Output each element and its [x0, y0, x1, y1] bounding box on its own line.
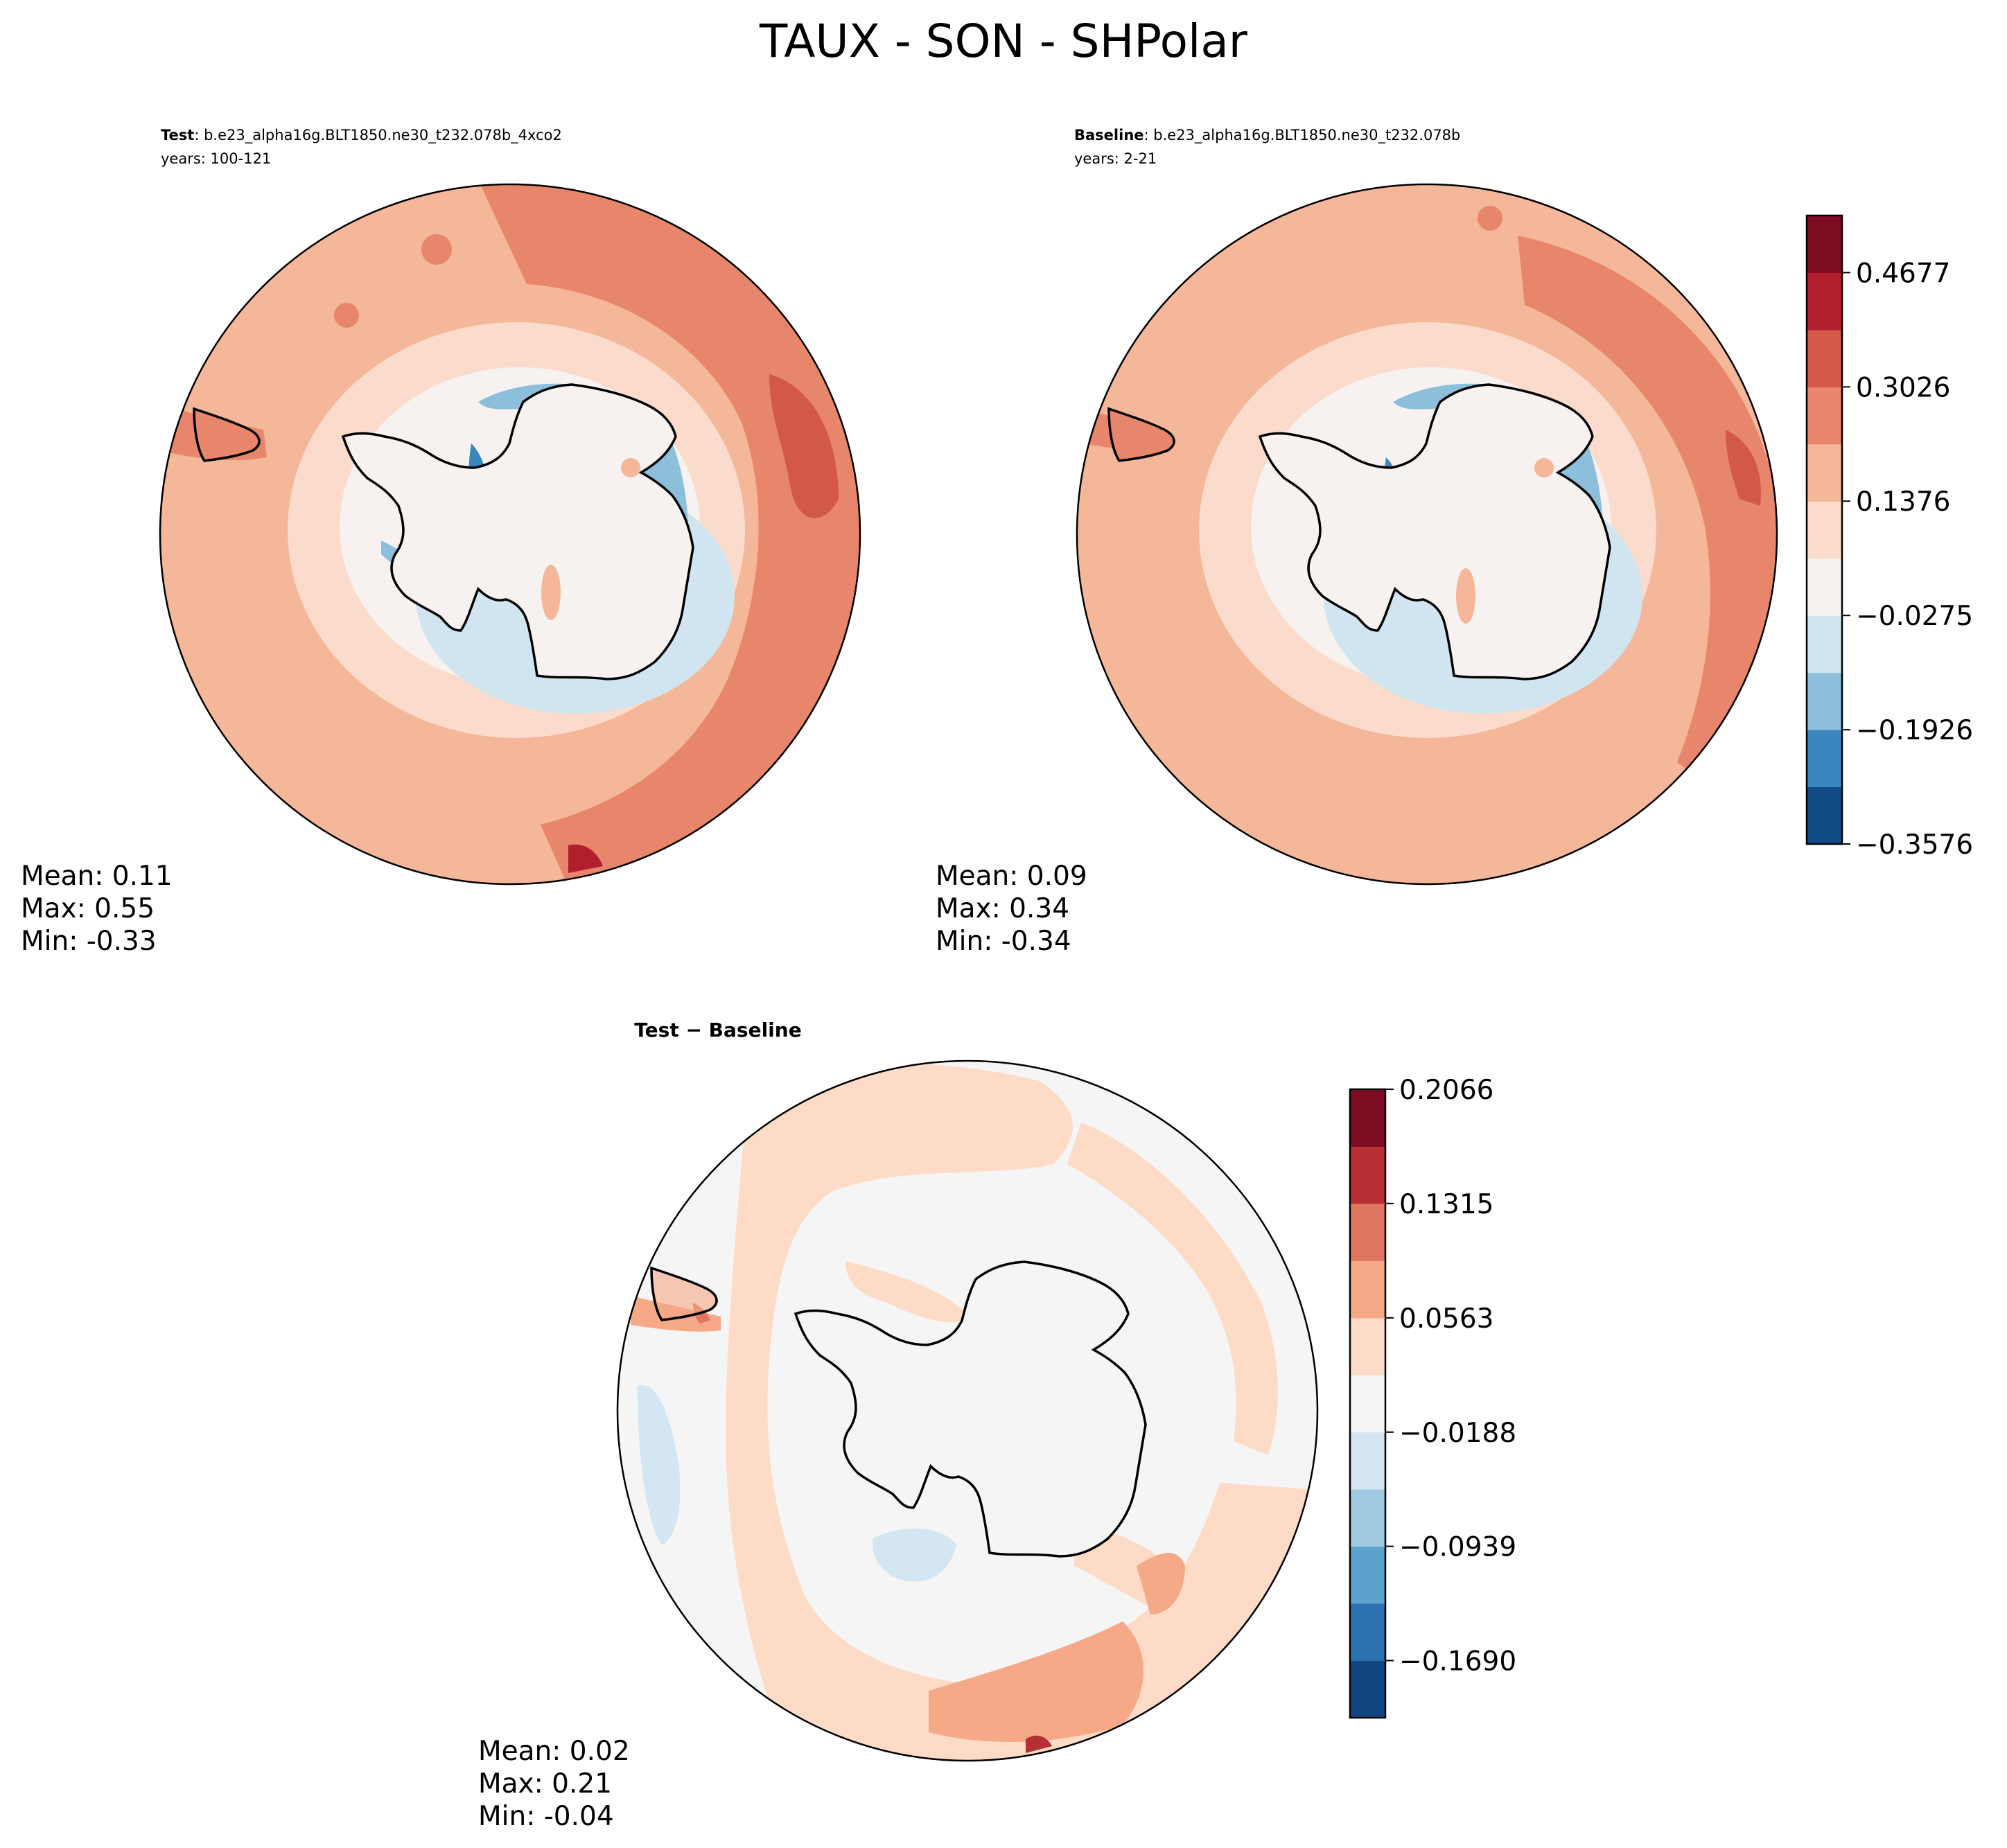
- colorbar-difference-tick-label: −0.1690: [1399, 1646, 1516, 1677]
- test-min: Min: -0.33: [21, 926, 157, 957]
- difference-map-boundary: [616, 1059, 1319, 1762]
- colorbar-main-frame: [1805, 214, 1843, 845]
- test-max: Max: 0.55: [21, 893, 155, 924]
- colorbar-difference-color-segment: [1350, 1317, 1385, 1375]
- baseline-map-boundary: [1076, 183, 1778, 886]
- colorbar-difference-color-segment: [1350, 1146, 1385, 1204]
- colorbar-difference-color-segment: [1350, 1089, 1385, 1147]
- colorbar-main-color-segment: [1807, 329, 1842, 387]
- panel-baseline: Baseline: b.e23_alpha16g.BLT1850.ne30_t2…: [936, 127, 1778, 957]
- colorbar-difference-color-segment: [1350, 1203, 1385, 1261]
- figure-title: TAUX - SON - SHPolar: [759, 15, 1248, 68]
- colorbar-main-color-segment: [1807, 443, 1842, 502]
- colorbar-main: −0.3576 −0.1926 −0.0275 0.1376 0.3026 0.4677: [1805, 214, 1973, 861]
- colorbar-main-color-segment: [1807, 215, 1842, 273]
- colorbar-main-tick-label: −0.1926: [1856, 715, 1973, 746]
- colorbar-difference-color-segment: [1350, 1546, 1385, 1604]
- baseline-mean: Mean: 0.09: [936, 861, 1087, 892]
- colorbar-difference-tick-label: 0.0563: [1399, 1303, 1493, 1335]
- baseline-years: years: 2-21: [1074, 150, 1157, 167]
- baseline-label: Baseline: [1074, 127, 1144, 143]
- colorbar-difference-tick-label: 0.1315: [1399, 1189, 1493, 1220]
- difference-min: Min: -0.04: [478, 1801, 614, 1832]
- difference-title: Test − Baseline: [634, 1019, 801, 1041]
- colorbar-difference-color-segment: [1350, 1260, 1385, 1319]
- difference-map: [617, 1061, 1317, 1761]
- colorbar-main-color-segment: [1807, 272, 1842, 331]
- colorbar-main-color-segment: [1807, 501, 1842, 559]
- test-title: Test: b.e23_alpha16g.BLT1850.ne30_t232.0…: [161, 127, 562, 144]
- colorbar-difference-color-segment: [1350, 1603, 1385, 1662]
- colorbar-difference-color-segment: [1350, 1375, 1385, 1433]
- colorbar-main-color-segment: [1807, 786, 1842, 845]
- colorbar-main-color-segment: [1807, 730, 1842, 788]
- baseline-case-name: : b.e23_alpha16g.BLT1850.ne30_t232.078b: [1144, 127, 1461, 144]
- colorbar-main-color-segment: [1807, 615, 1842, 674]
- baseline-title: Baseline: b.e23_alpha16g.BLT1850.ne30_t2…: [1074, 127, 1460, 144]
- panel-test: Test: b.e23_alpha16g.BLT1850.ne30_t232.0…: [21, 127, 861, 957]
- test-case-name: : b.e23_alpha16g.BLT1850.ne30_t232.078b_…: [194, 127, 562, 144]
- test-years: years: 100-121: [161, 150, 271, 167]
- colorbar-difference-tick-label: 0.2066: [1399, 1075, 1493, 1106]
- colorbar-main-tick-label: 0.3026: [1856, 372, 1950, 403]
- difference-max: Max: 0.21: [478, 1768, 612, 1799]
- difference-mean: Mean: 0.02: [478, 1736, 630, 1767]
- colorbar-difference-frame: [1349, 1088, 1387, 1719]
- colorbar-difference-tick-label: −0.0939: [1399, 1532, 1516, 1563]
- colorbar-main-color-segment: [1807, 672, 1842, 730]
- colorbar-main-tick-label: −0.0275: [1856, 601, 1973, 632]
- baseline-min: Min: -0.34: [936, 926, 1071, 957]
- colorbar-difference-color-segment: [1350, 1660, 1385, 1718]
- baseline-map: [1077, 184, 1777, 884]
- colorbar-difference-color-segment: [1350, 1489, 1385, 1547]
- test-map: [160, 184, 860, 884]
- test-mean: Mean: 0.11: [21, 861, 173, 892]
- colorbar-main-color-segment: [1807, 387, 1842, 445]
- test-map-boundary: [159, 183, 861, 886]
- colorbar-main-tick-label: 0.4677: [1856, 258, 1950, 289]
- colorbar-main-tick-label: −0.3576: [1856, 829, 1973, 861]
- test-label: Test: [161, 127, 194, 143]
- colorbar-difference-tick-label: −0.0188: [1399, 1418, 1516, 1449]
- colorbar-main-tick-label: 0.1376: [1856, 486, 1950, 518]
- colorbar-main-color-segment: [1807, 558, 1842, 616]
- baseline-max: Max: 0.34: [936, 893, 1069, 924]
- panel-difference: Test − Baseline Mean:: [478, 1019, 1319, 1832]
- colorbar-difference: −0.1690 −0.0939 −0.0188 0.0563 0.1315 0.2066: [1349, 1075, 1516, 1719]
- colorbar-difference-color-segment: [1350, 1432, 1385, 1490]
